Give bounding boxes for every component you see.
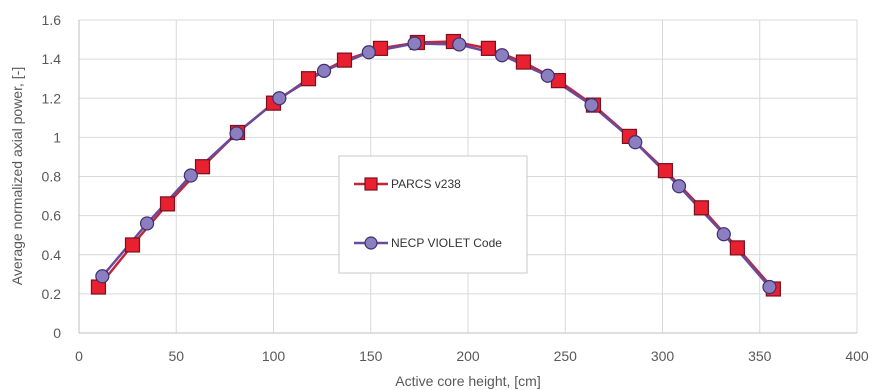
- data-point-circle: [272, 91, 287, 106]
- legend-box: [338, 155, 528, 274]
- data-point-square: [124, 237, 141, 253]
- legend-entry-violet: NECP VIOLET Code: [354, 236, 502, 250]
- x-tick-label: 150: [359, 348, 383, 364]
- x-tick-label: 400: [845, 348, 869, 364]
- data-point-square: [693, 200, 710, 216]
- legend-label-parcs: PARCS v238: [391, 177, 461, 191]
- data-point-circle: [628, 135, 643, 150]
- x-tick-label: 100: [262, 348, 286, 364]
- data-point-circle: [540, 68, 555, 83]
- data-point-circle: [316, 63, 332, 78]
- series-line: [101, 42, 771, 288]
- legend-circle-marker: [364, 236, 378, 250]
- data-point-square: [194, 159, 211, 175]
- legend-label-violet: NECP VIOLET Code: [391, 236, 502, 250]
- x-tick-label: 350: [748, 348, 772, 364]
- y-tick-label: 0.4: [42, 247, 62, 263]
- data-point-circle: [229, 126, 244, 141]
- y-tick-label: 1.4: [42, 51, 62, 67]
- data-point-circle: [584, 97, 599, 113]
- data-point-square: [657, 163, 674, 179]
- data-point-circle: [716, 227, 731, 242]
- data-point-circle: [183, 168, 198, 183]
- series-layer: [90, 33, 781, 297]
- data-point-circle: [452, 37, 467, 52]
- x-tick-labels: 0 50 100 150 200 250 300 350 400: [75, 348, 869, 364]
- data-point-circle: [361, 45, 376, 60]
- data-point-circle: [407, 36, 422, 51]
- x-tick-label: 0: [75, 348, 83, 364]
- legend: PARCS v238 NECP VIOLET Code: [338, 155, 528, 274]
- axes: [78, 20, 857, 334]
- x-tick-label: 50: [168, 348, 184, 364]
- x-axis-title: Active core height, [cm]: [395, 373, 541, 389]
- markers-parcs: [90, 33, 781, 297]
- x-tick-label: 300: [651, 348, 675, 364]
- legend-entry-parcs: PARCS v238: [354, 177, 461, 191]
- data-point-square: [480, 40, 497, 56]
- y-tick-label: 0: [53, 325, 61, 341]
- data-point-square: [336, 52, 353, 68]
- legend-square-marker: [364, 177, 378, 191]
- y-tick-label: 0.2: [42, 286, 62, 302]
- x-tick-label: 250: [554, 348, 578, 364]
- y-tick-label: 1.2: [42, 90, 62, 106]
- y-tick-label: 1: [53, 129, 61, 145]
- y-tick-label: 0.8: [42, 169, 62, 185]
- data-point-square: [300, 71, 317, 87]
- data-point-square: [159, 196, 176, 212]
- data-point-circle: [139, 216, 155, 231]
- series-violet: [101, 42, 771, 288]
- y-tick-labels: 0 0.2 0.4 0.6 0.8 1 1.2 1.4 1.6: [42, 12, 62, 341]
- x-tick-label: 200: [456, 348, 480, 364]
- y-tick-label: 1.6: [42, 12, 62, 28]
- y-tick-label: 0.6: [42, 208, 62, 224]
- data-point-circle: [95, 269, 110, 284]
- y-axis-title: Average normalized axial power, [-]: [9, 67, 25, 285]
- data-point-square: [515, 54, 532, 70]
- data-point-square: [729, 240, 745, 256]
- markers-violet: [95, 36, 777, 295]
- data-point-circle: [494, 48, 510, 63]
- data-point-circle: [671, 179, 687, 194]
- data-point-circle: [762, 279, 777, 295]
